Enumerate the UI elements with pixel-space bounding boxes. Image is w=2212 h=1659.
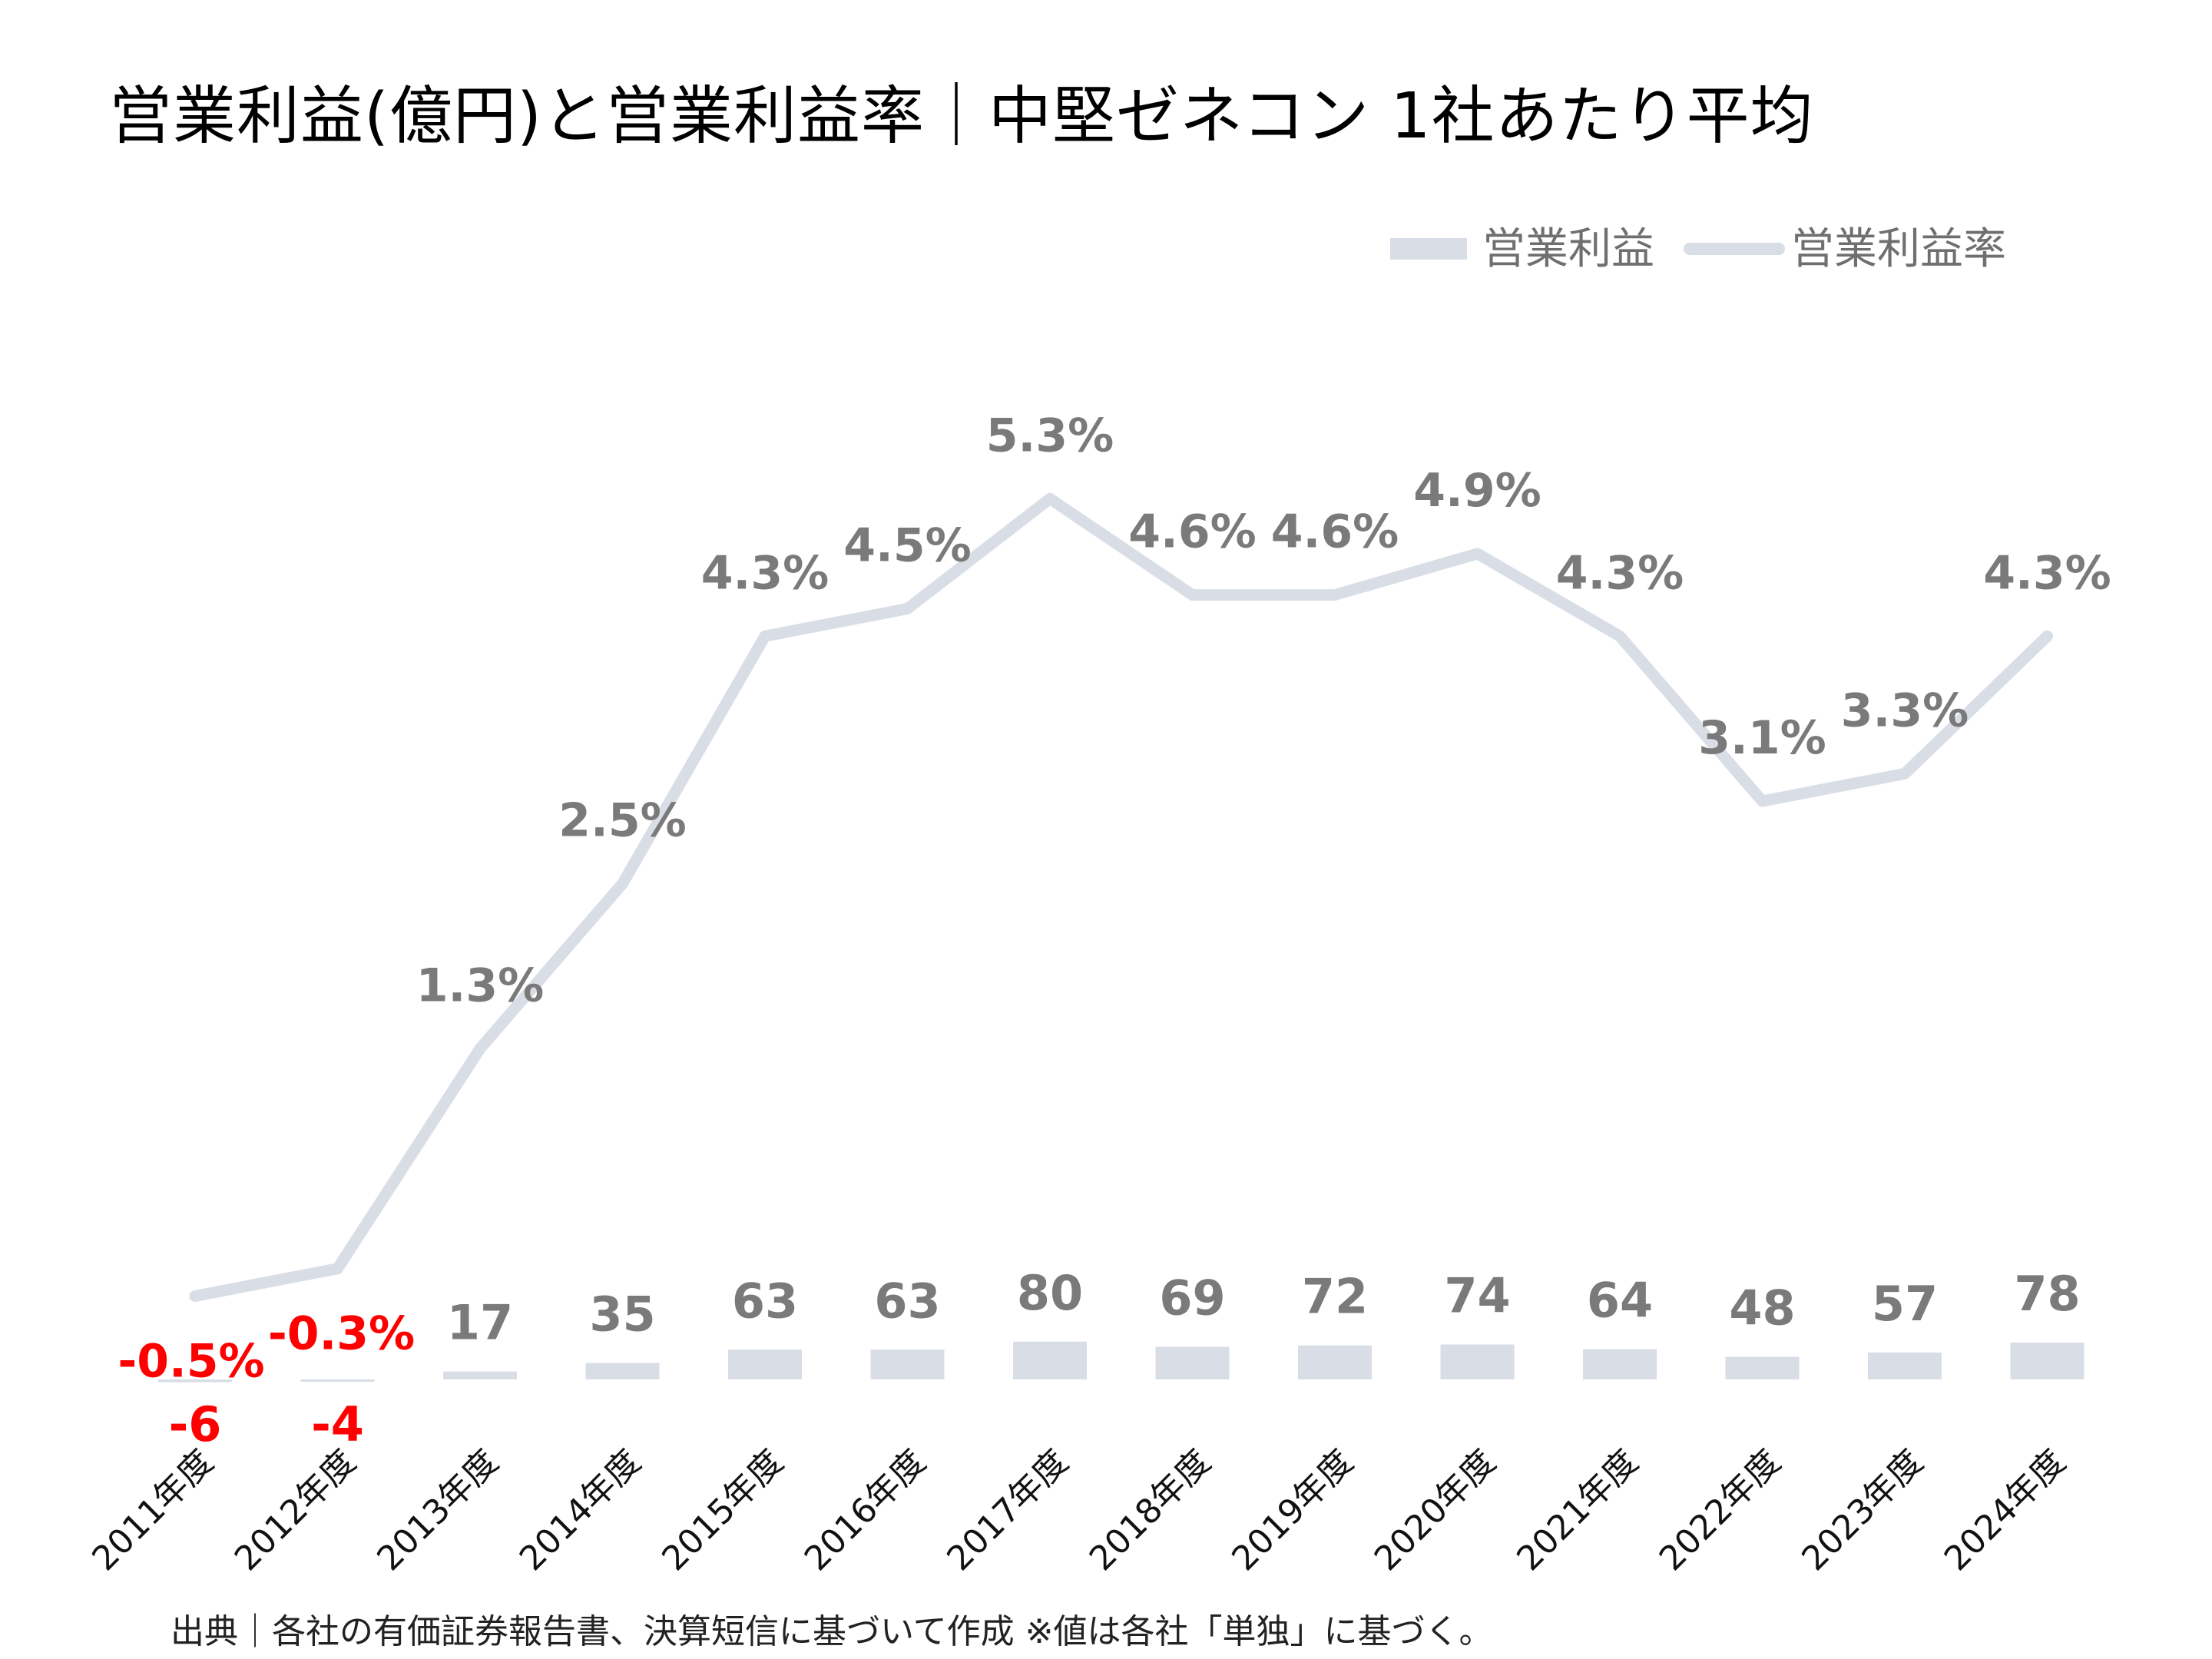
rate-value-label-2011年度: -0.5% bbox=[118, 1335, 264, 1389]
x-tick-label-2011年度: 2011年度 bbox=[84, 1442, 220, 1578]
x-tick-label-2024年度: 2024年度 bbox=[1937, 1442, 2073, 1578]
rate-point-2014年度 bbox=[621, 882, 624, 885]
x-tick-label-2017年度: 2017年度 bbox=[939, 1442, 1075, 1578]
x-tick-label-2016年度: 2016年度 bbox=[797, 1442, 933, 1578]
bar-2020年度 bbox=[1440, 1344, 1515, 1379]
x-tick-label-2023年度: 2023年度 bbox=[1794, 1442, 1930, 1578]
rate-value-label-2019年度: 4.6% bbox=[1271, 505, 1399, 559]
bar-value-label-2014年度: 35 bbox=[589, 1286, 655, 1342]
x-tick-label-2018年度: 2018年度 bbox=[1082, 1442, 1218, 1578]
bar-value-label-2017年度: 80 bbox=[1017, 1265, 1083, 1321]
bar-value-label-2015年度: 63 bbox=[732, 1273, 798, 1329]
chart-title: 営業利益(億円)と営業利益率｜中堅ゼネコン 1社あたり平均 bbox=[109, 80, 1814, 153]
x-tick-label-2012年度: 2012年度 bbox=[227, 1442, 363, 1578]
rate-value-label-2014年度: 2.5% bbox=[558, 794, 686, 848]
rate-point-2013年度 bbox=[479, 1048, 481, 1050]
bar-value-label-2018年度: 69 bbox=[1159, 1270, 1225, 1326]
source-note: 出典｜各社の有価証券報告書、決算短信に基づいて作成 ※値は各社「単独」に基づく。 bbox=[171, 1612, 1493, 1651]
rate-point-2022年度 bbox=[1761, 800, 1763, 803]
rate-value-label-2021年度: 4.3% bbox=[1556, 546, 1684, 600]
bar-value-label-2011年度: -6 bbox=[169, 1396, 222, 1452]
bar-2013年度 bbox=[443, 1371, 517, 1379]
bar-2022年度 bbox=[1725, 1356, 1800, 1379]
rate-point-2020年度 bbox=[1476, 552, 1479, 555]
bar-2024年度 bbox=[2010, 1343, 2085, 1379]
rate-point-2024年度 bbox=[2046, 635, 2048, 637]
rate-point-2011年度 bbox=[194, 1295, 196, 1297]
bar-value-label-2013年度: 17 bbox=[447, 1295, 513, 1351]
bar-value-label-2020年度: 74 bbox=[1444, 1267, 1510, 1323]
rate-value-label-2013年度: 1.3% bbox=[416, 959, 544, 1012]
x-axis-ticks: 2011年度 2012年度 2013年度 2014年度 2015年度 2016年度 2017… bbox=[84, 1442, 2073, 1578]
legend-line-label: 営業利益率 bbox=[1791, 224, 2006, 274]
x-tick-label-2020年度: 2020年度 bbox=[1367, 1442, 1503, 1578]
bar-2015年度 bbox=[728, 1349, 802, 1379]
rate-value-label-2022年度: 3.1% bbox=[1698, 711, 1826, 765]
bar-value-label-2024年度: 78 bbox=[2014, 1266, 2080, 1322]
x-tick-label-2013年度: 2013年度 bbox=[369, 1442, 505, 1578]
rate-value-label-2017年度: 5.3% bbox=[986, 409, 1114, 462]
bar-2011年度 bbox=[158, 1379, 232, 1382]
bar-2021年度 bbox=[1583, 1349, 1657, 1379]
bar-value-label-2019年度: 72 bbox=[1302, 1269, 1368, 1325]
line-series bbox=[189, 492, 2053, 1302]
bar-2012年度 bbox=[300, 1379, 375, 1382]
x-tick-label-2019年度: 2019年度 bbox=[1224, 1442, 1360, 1578]
x-tick-label-2022年度: 2022年度 bbox=[1652, 1442, 1788, 1578]
bar-labels: -6 -4 17 35 63 63 80 69 72 74 64 48 57 78 bbox=[169, 1265, 2081, 1452]
bar-value-label-2022年度: 48 bbox=[1729, 1280, 1795, 1336]
rate-point-2016年度 bbox=[906, 608, 909, 610]
rate-value-label-2023年度: 3.3% bbox=[1841, 684, 1969, 737]
rate-point-2021年度 bbox=[1619, 635, 1621, 637]
bar-value-label-2016年度: 63 bbox=[874, 1273, 940, 1329]
rate-point-2023年度 bbox=[1904, 773, 1906, 775]
x-tick-label-2015年度: 2015年度 bbox=[654, 1442, 790, 1578]
bar-series bbox=[158, 1341, 2085, 1382]
legend-bar-label: 営業利益 bbox=[1482, 224, 1654, 274]
rate-value-label-2018年度: 4.6% bbox=[1128, 505, 1256, 559]
bar-value-label-2021年度: 64 bbox=[1587, 1273, 1653, 1329]
rate-value-label-2016年度: 4.5% bbox=[843, 519, 971, 573]
rate-point-2012年度 bbox=[336, 1267, 339, 1270]
rate-point-2019年度 bbox=[1334, 594, 1336, 596]
line-labels: -0.5%-0.3% 1.3% 2.5% 4.3% 4.5% 5.3% 4.6% 4.6% 4.… bbox=[118, 409, 2111, 1388]
x-tick-label-2014年度: 2014年度 bbox=[512, 1442, 648, 1578]
bar-2017年度 bbox=[1013, 1341, 1087, 1379]
bar-2014年度 bbox=[585, 1363, 660, 1379]
x-tick-label-2021年度: 2021年度 bbox=[1509, 1442, 1645, 1578]
rate-point-2017年度 bbox=[1049, 498, 1051, 500]
bar-2018年度 bbox=[1155, 1346, 1230, 1379]
rate-point-2015年度 bbox=[764, 635, 766, 637]
rate-value-label-2020年度: 4.9% bbox=[1413, 464, 1541, 518]
bar-2016年度 bbox=[870, 1349, 945, 1379]
bar-2019年度 bbox=[1298, 1345, 1372, 1379]
bar-2023年度 bbox=[1868, 1352, 1942, 1379]
rate-value-label-2015年度: 4.3% bbox=[701, 546, 829, 600]
rate-value-label-2012年度: -0.3% bbox=[268, 1307, 415, 1361]
rate-point-2018年度 bbox=[1191, 594, 1194, 596]
rate-line bbox=[189, 492, 2053, 1302]
legend-bar-swatch bbox=[1390, 238, 1467, 260]
rate-value-label-2024年度: 4.3% bbox=[1983, 546, 2111, 600]
bar-value-label-2023年度: 57 bbox=[1872, 1276, 1938, 1332]
bar-value-label-2012年度: -4 bbox=[311, 1396, 364, 1452]
chart-legend: 営業利益 営業利益率 bbox=[1390, 224, 2006, 274]
